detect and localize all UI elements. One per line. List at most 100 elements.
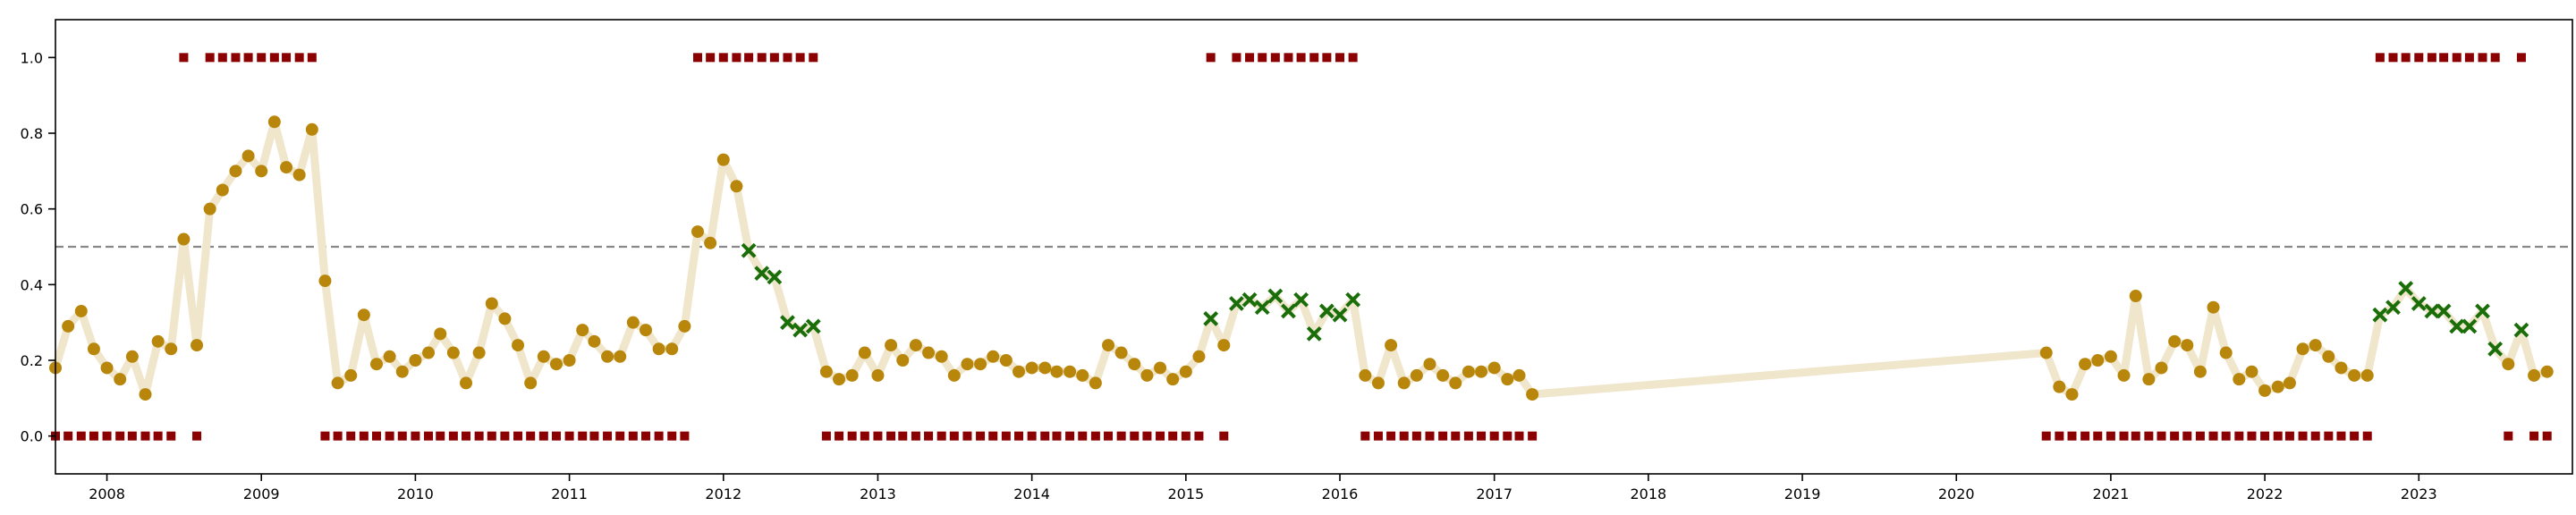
cross-marker xyxy=(780,315,795,331)
data-point xyxy=(1526,388,1539,401)
data-point xyxy=(1513,368,1526,382)
x-tick-label: 2011 xyxy=(551,485,588,502)
square-marker xyxy=(1078,431,1088,441)
square-marker xyxy=(2336,431,2346,441)
square-marker xyxy=(2080,431,2090,441)
data-point xyxy=(601,350,614,363)
square-marker xyxy=(1232,53,1241,63)
square-marker xyxy=(769,53,779,63)
x-tick-label: 2023 xyxy=(2401,485,2437,502)
data-point xyxy=(2271,380,2284,393)
square-marker xyxy=(1503,431,1513,441)
data-point xyxy=(987,350,1000,363)
square-marker xyxy=(988,431,998,441)
square-marker xyxy=(1142,431,1152,441)
square-marker xyxy=(2131,431,2140,441)
square-marker xyxy=(385,431,394,441)
square-marker xyxy=(333,431,343,441)
data-point xyxy=(1449,376,1462,390)
square-marker xyxy=(1040,431,1050,441)
square-marker xyxy=(1309,53,1319,63)
data-point xyxy=(383,350,396,363)
square-marker xyxy=(1206,53,1216,63)
square-marker xyxy=(436,431,445,441)
square-marker xyxy=(2427,53,2436,63)
data-point xyxy=(614,350,627,363)
data-point xyxy=(2091,354,2105,367)
square-marker xyxy=(76,431,86,441)
square-marker xyxy=(1477,431,1487,441)
data-point xyxy=(1371,376,1385,390)
x-tick-label: 2008 xyxy=(89,485,125,502)
x-tick-label: 2022 xyxy=(2247,485,2284,502)
data-point xyxy=(62,319,75,333)
square-marker xyxy=(205,53,215,63)
data-point xyxy=(1154,361,1167,375)
cross-marker xyxy=(1229,296,1244,311)
data-point xyxy=(2079,358,2092,371)
data-point xyxy=(1140,368,1154,382)
x-tick-label: 2019 xyxy=(1784,485,1821,502)
square-marker xyxy=(757,53,767,63)
square-marker xyxy=(1258,53,1267,63)
y-tick-label: 0.2 xyxy=(21,352,43,369)
square-marker xyxy=(1168,431,1178,441)
data-point xyxy=(2283,376,2296,390)
data-point xyxy=(139,388,152,401)
data-point xyxy=(2334,361,2348,375)
square-marker xyxy=(949,431,959,441)
square-marker xyxy=(835,431,844,441)
square-marker xyxy=(2106,431,2115,441)
data-point xyxy=(2142,373,2156,386)
data-point xyxy=(331,376,344,390)
square-marker xyxy=(89,431,98,441)
square-marker xyxy=(2284,431,2294,441)
data-point xyxy=(114,373,127,386)
square-marker xyxy=(2490,53,2500,63)
square-marker xyxy=(1052,431,1062,441)
square-marker xyxy=(1348,53,1358,63)
x-tick-label: 2015 xyxy=(1167,485,1204,502)
square-marker xyxy=(1296,53,1306,63)
square-marker xyxy=(821,431,831,441)
data-point xyxy=(1114,346,1128,359)
data-point xyxy=(1050,365,1063,378)
data-point xyxy=(871,368,885,382)
data-point xyxy=(1192,350,1206,363)
data-point xyxy=(2039,346,2053,359)
data-point xyxy=(2053,380,2066,393)
square-marker xyxy=(1489,431,1499,441)
square-marker xyxy=(346,431,356,441)
square-marker xyxy=(153,431,163,441)
data-point xyxy=(549,358,563,371)
data-point xyxy=(1025,361,1038,375)
square-marker xyxy=(551,431,561,441)
data-point xyxy=(1436,368,1450,382)
square-marker xyxy=(2260,431,2270,441)
data-point xyxy=(1359,368,1372,382)
data-point xyxy=(974,358,987,371)
data-point xyxy=(370,358,384,371)
square-marker xyxy=(1245,53,1255,63)
data-point xyxy=(2104,350,2117,363)
square-marker xyxy=(2542,431,2552,441)
square-marker xyxy=(628,431,638,441)
cross-marker xyxy=(2462,318,2478,334)
data-point xyxy=(485,297,498,310)
data-point xyxy=(2528,368,2541,382)
data-point xyxy=(1063,365,1077,378)
data-point xyxy=(2540,365,2554,378)
data-point xyxy=(1089,376,1102,390)
square-marker xyxy=(538,431,548,441)
square-marker xyxy=(1104,431,1114,441)
square-marker xyxy=(706,53,716,63)
data-point xyxy=(1397,376,1411,390)
data-point xyxy=(2233,373,2246,386)
data-point xyxy=(1410,368,1423,382)
cross-marker xyxy=(1254,300,1270,316)
square-marker xyxy=(2093,431,2103,441)
square-marker xyxy=(462,431,471,441)
data-point xyxy=(409,354,422,367)
cross-marker xyxy=(1267,288,1284,304)
square-marker xyxy=(693,53,703,63)
